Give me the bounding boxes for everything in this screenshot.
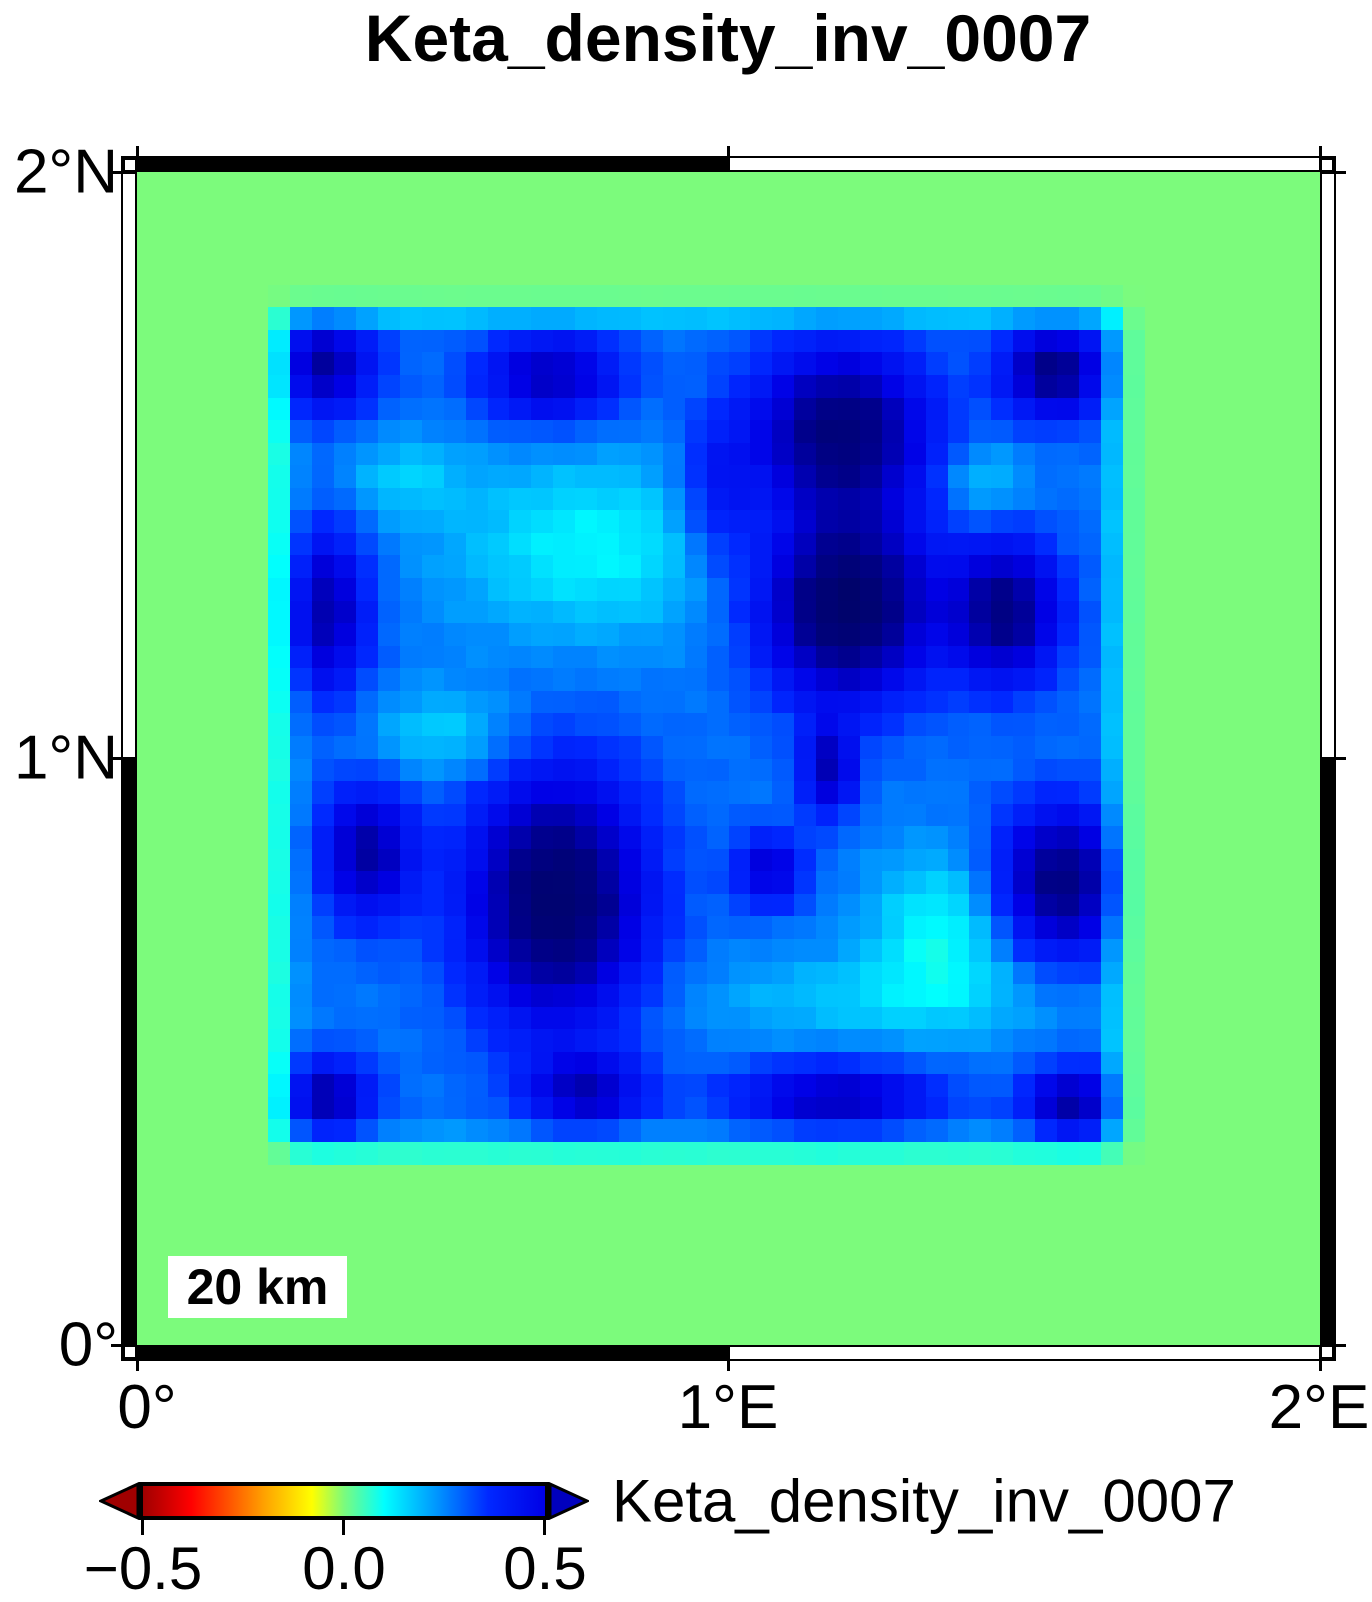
colorbar-tick-mid bbox=[342, 1520, 345, 1535]
tick-right-0 bbox=[1320, 1344, 1346, 1347]
x-axis-label-2e: 2°E bbox=[1268, 1373, 1370, 1442]
map-scale-label: 20 km bbox=[186, 1259, 329, 1315]
colorbar-underflow-arrow bbox=[99, 1482, 139, 1520]
y-axis-label-2n: 2°N bbox=[13, 137, 118, 207]
map-title: Keta_density_inv_0007 bbox=[364, 1, 1092, 75]
colorbar-tick-min bbox=[141, 1520, 144, 1535]
frame-corner-bottom-right bbox=[1320, 1345, 1334, 1359]
tick-bottom-2e bbox=[1319, 1345, 1322, 1371]
tick-top-0 bbox=[136, 146, 139, 172]
y-axis-label-0: 0° bbox=[58, 1310, 118, 1380]
frame-corner-top-left bbox=[123, 158, 137, 172]
colorbar-tick-label-min: −0.5 bbox=[83, 1535, 203, 1602]
map-scale-box: 20 km bbox=[168, 1256, 347, 1318]
frame-band-left-black bbox=[123, 758, 137, 1345]
tick-left-1n bbox=[111, 757, 137, 760]
colorbar-tick-label-max: 0.5 bbox=[503, 1535, 587, 1602]
frame-corner-top-right bbox=[1320, 158, 1334, 172]
tick-bottom-0 bbox=[136, 1345, 139, 1371]
colorbar-tick-max bbox=[543, 1520, 546, 1535]
y-axis-label-1n: 1°N bbox=[13, 723, 118, 793]
heatmap-canvas bbox=[135, 170, 1322, 1347]
colorbar-title: Keta_density_inv_0007 bbox=[612, 1467, 1236, 1535]
tick-left-2n bbox=[111, 171, 137, 174]
frame-band-bottom-black bbox=[137, 1345, 729, 1359]
x-axis-label-1e: 1°E bbox=[677, 1373, 779, 1442]
tick-right-1n bbox=[1320, 757, 1346, 760]
frame-corner-bottom-left bbox=[123, 1345, 137, 1359]
frame-band-right-black bbox=[1320, 758, 1334, 1345]
tick-top-1e bbox=[727, 146, 730, 172]
tick-bottom-1e bbox=[727, 1345, 730, 1371]
tick-top-2e bbox=[1319, 146, 1322, 172]
tick-left-0 bbox=[111, 1344, 137, 1347]
colorbar-bar bbox=[139, 1482, 549, 1520]
colorbar-overflow-arrow bbox=[549, 1482, 589, 1520]
frame-band-top-black bbox=[137, 158, 729, 172]
x-axis-label-0: 0° bbox=[117, 1373, 177, 1442]
tick-right-2n bbox=[1320, 171, 1346, 174]
colorbar-tick-label-mid: 0.0 bbox=[302, 1535, 386, 1602]
